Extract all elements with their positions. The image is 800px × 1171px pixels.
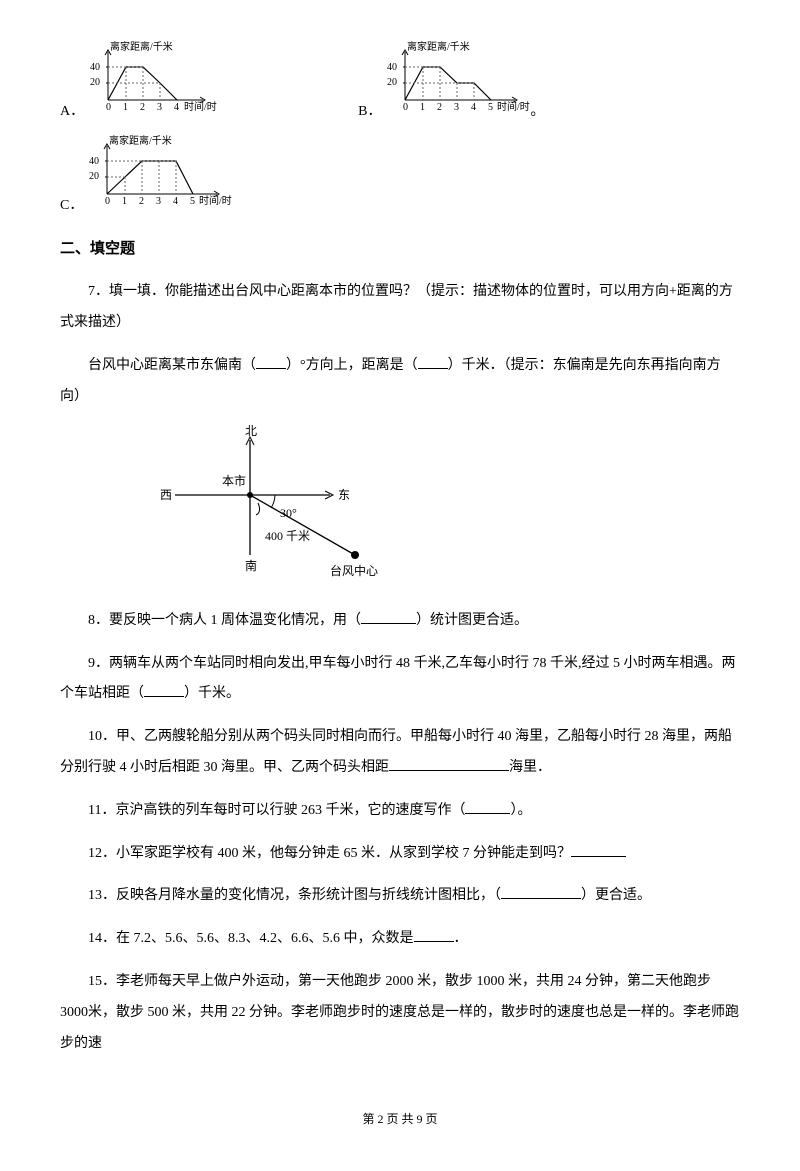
- option-a-label: A．: [60, 99, 84, 124]
- q7-num: 7．: [88, 284, 109, 299]
- svg-text:40: 40: [89, 156, 99, 167]
- q7-blank2[interactable]: [418, 354, 448, 369]
- svg-text:4: 4: [471, 102, 476, 113]
- question-15: 15．李老师每天早上做户外运动，第一天他跑步 2000 米，散步 1000 米，…: [60, 967, 740, 1059]
- chart-a-svg: 离家距离/千米 40 20 0 1 2 3 4 时间/时: [88, 40, 218, 115]
- svg-text:本市: 本市: [222, 473, 246, 488]
- svg-text:20: 20: [90, 77, 100, 88]
- svg-text:4: 4: [174, 102, 179, 113]
- svg-text:0: 0: [106, 102, 111, 113]
- svg-text:20: 20: [387, 77, 397, 88]
- svg-text:3: 3: [156, 196, 161, 207]
- option-b-chart: 离家距离/千米 40 20 0 1 2 3 4 5 时间/时: [385, 40, 530, 124]
- svg-text:400 千米: 400 千米: [265, 529, 310, 543]
- q12-blank[interactable]: [571, 842, 626, 857]
- question-13: 13．反映各月降水量的变化情况，条形统计图与折线统计图相比，（）更合适。: [60, 881, 740, 912]
- svg-text:2: 2: [437, 102, 442, 113]
- question-9: 9．两辆车从两个车站同时相向发出,甲车每小时行 48 千米,乙车每小时行 78 …: [60, 649, 740, 711]
- option-b: B． 离家距离/千米 40 20 0 1 2 3 4 5 时间/时: [358, 40, 544, 124]
- svg-text:离家距离/千米: 离家距离/千米: [109, 134, 172, 147]
- compass-svg: 北 南 东 西 本市 30° 400 千米 台风中心: [160, 425, 400, 585]
- svg-text:南: 南: [245, 558, 257, 573]
- svg-text:离家距离/千米: 离家距离/千米: [407, 40, 470, 53]
- option-b-label: B．: [358, 99, 381, 124]
- option-a-chart: 离家距离/千米 40 20 0 1 2 3 4 时间/时: [88, 40, 218, 124]
- question-11: 11．京沪高铁的列车每时可以行驶 263 千米，它的速度写作（）。: [60, 796, 740, 827]
- option-c: C． 离家距离/千米 40 20 0 1 2 3 4 5 时间/时: [60, 134, 232, 218]
- question-10: 10．甲、乙两艘轮船分别从两个码头同时相向而行。甲船每小时行 40 海里，乙船每…: [60, 722, 740, 784]
- svg-text:1: 1: [122, 196, 127, 207]
- svg-text:3: 3: [157, 102, 162, 113]
- svg-text:40: 40: [90, 62, 100, 73]
- svg-text:3: 3: [454, 102, 459, 113]
- svg-text:30°: 30°: [280, 506, 297, 520]
- question-7-line2: 台风中心距离某市东偏南（）°方向上，距离是（）千米．（提示：东偏南是先向东再指向…: [60, 351, 740, 413]
- svg-text:时间/时: 时间/时: [199, 194, 232, 207]
- compass-diagram: 北 南 东 西 本市 30° 400 千米 台风中心: [160, 425, 740, 594]
- svg-text:台风中心: 台风中心: [330, 563, 378, 578]
- svg-text:0: 0: [403, 102, 408, 113]
- q8-blank[interactable]: [361, 609, 416, 624]
- question-8: 8．要反映一个病人 1 周体温变化情况，用（）统计图更合适。: [60, 606, 740, 637]
- q10-blank[interactable]: [389, 756, 509, 771]
- page-footer: 第 2 页 共 9 页: [60, 1109, 740, 1131]
- section-2-title: 二、填空题: [60, 236, 740, 263]
- svg-text:5: 5: [488, 102, 493, 113]
- q9-blank[interactable]: [144, 682, 184, 697]
- question-14: 14．在 7.2、5.6、5.6、8.3、4.2、6.6、5.6 中，众数是．: [60, 924, 740, 955]
- svg-text:20: 20: [89, 171, 99, 182]
- chart-b-svg: 离家距离/千米 40 20 0 1 2 3 4 5 时间/时: [385, 40, 530, 115]
- q13-blank[interactable]: [501, 884, 581, 899]
- option-b-suffix: 。: [530, 99, 544, 124]
- q14-blank[interactable]: [414, 927, 454, 942]
- svg-text:2: 2: [140, 102, 145, 113]
- q7-line1: 填一填．你能描述出台风中心距离本市的位置吗？（提示：描述物体的位置时，可以用方向…: [60, 284, 733, 330]
- q7-blank1[interactable]: [256, 354, 286, 369]
- svg-text:离家距离/千米: 离家距离/千米: [110, 40, 173, 53]
- svg-text:5: 5: [190, 196, 195, 207]
- option-c-chart: 离家距离/千米 40 20 0 1 2 3 4 5 时间/时: [87, 134, 232, 218]
- svg-text:东: 东: [338, 488, 350, 502]
- svg-text:1: 1: [420, 102, 425, 113]
- svg-text:40: 40: [387, 62, 397, 73]
- svg-text:0: 0: [105, 196, 110, 207]
- option-a: A． 离家距离/千米 40 20 0 1 2 3 4 时间/时: [60, 40, 218, 124]
- svg-text:时间/时: 时间/时: [184, 100, 217, 113]
- svg-text:2: 2: [139, 196, 144, 207]
- svg-text:1: 1: [123, 102, 128, 113]
- option-c-label: C．: [60, 193, 83, 218]
- chart-c-svg: 离家距离/千米 40 20 0 1 2 3 4 5 时间/时: [87, 134, 232, 209]
- question-7: 7．填一填．你能描述出台风中心距离本市的位置吗？（提示：描述物体的位置时，可以用…: [60, 277, 740, 339]
- svg-text:4: 4: [173, 196, 178, 207]
- q11-blank[interactable]: [465, 799, 510, 814]
- svg-text:西: 西: [160, 488, 172, 502]
- question-12: 12．小军家距学校有 400 米，他每分钟走 65 米．从家到学校 7 分钟能走…: [60, 839, 740, 870]
- svg-text:北: 北: [245, 425, 257, 438]
- svg-text:时间/时: 时间/时: [497, 100, 530, 113]
